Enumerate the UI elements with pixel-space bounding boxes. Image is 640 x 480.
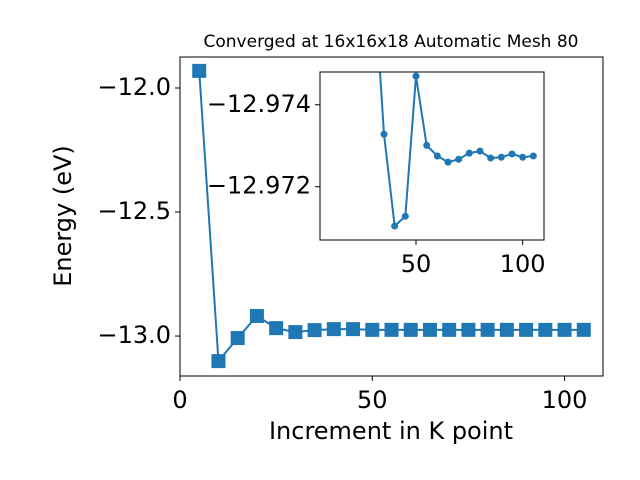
data-point: [384, 322, 399, 337]
data-point: [442, 322, 457, 337]
y-tick-label: −13.0: [97, 321, 171, 349]
y-tick-label: −12.974: [207, 90, 311, 118]
data-point: [403, 322, 418, 337]
data-point: [326, 322, 341, 337]
data-point: [557, 322, 572, 337]
data-point: [499, 322, 514, 337]
data-point: [519, 322, 534, 337]
data-point: [461, 322, 476, 337]
x-tick-label: 100: [542, 386, 588, 414]
y-axis-label: Energy (eV): [49, 145, 77, 287]
data-point: [519, 153, 527, 161]
data-point: [346, 322, 361, 337]
data-point: [269, 321, 284, 336]
data-point: [444, 158, 452, 166]
axes-frame: [319, 71, 545, 241]
plot-layer: [378, 72, 537, 230]
data-point: [433, 152, 441, 160]
data-point: [423, 141, 431, 149]
data-line: [378, 72, 534, 229]
data-point: [497, 153, 505, 161]
data-point: [365, 322, 380, 337]
data-point: [508, 150, 516, 158]
data-point: [288, 325, 303, 340]
x-tick-label: 50: [357, 386, 388, 414]
y-tick-label: −12.0: [97, 73, 171, 101]
data-point: [487, 154, 495, 162]
x-tick-label: 100: [500, 250, 546, 278]
data-point: [538, 322, 553, 337]
data-point: [380, 130, 388, 138]
axes-frame: [179, 56, 604, 377]
data-point: [249, 308, 264, 323]
data-point: [230, 331, 245, 346]
y-tick-label: −12.972: [207, 172, 311, 200]
data-point: [391, 222, 399, 230]
data-point: [529, 152, 537, 160]
chart-title: Converged at 16x16x18 Automatic Mesh 80: [204, 32, 579, 52]
data-point: [476, 147, 484, 155]
data-point: [480, 322, 495, 337]
plot-layer: [192, 63, 591, 369]
data-point: [455, 155, 463, 163]
data-point: [192, 63, 207, 78]
data-point: [307, 323, 322, 338]
x-tick-label: 0: [172, 386, 187, 414]
data-point: [211, 354, 226, 369]
data-point: [576, 322, 591, 337]
data-point: [422, 322, 437, 337]
data-point: [412, 72, 420, 80]
x-axis-label: Increment in K point: [269, 417, 513, 445]
data-point: [401, 212, 409, 220]
x-tick-label: 50: [401, 250, 432, 278]
data-point: [465, 149, 473, 157]
y-tick-label: −12.5: [97, 197, 171, 225]
